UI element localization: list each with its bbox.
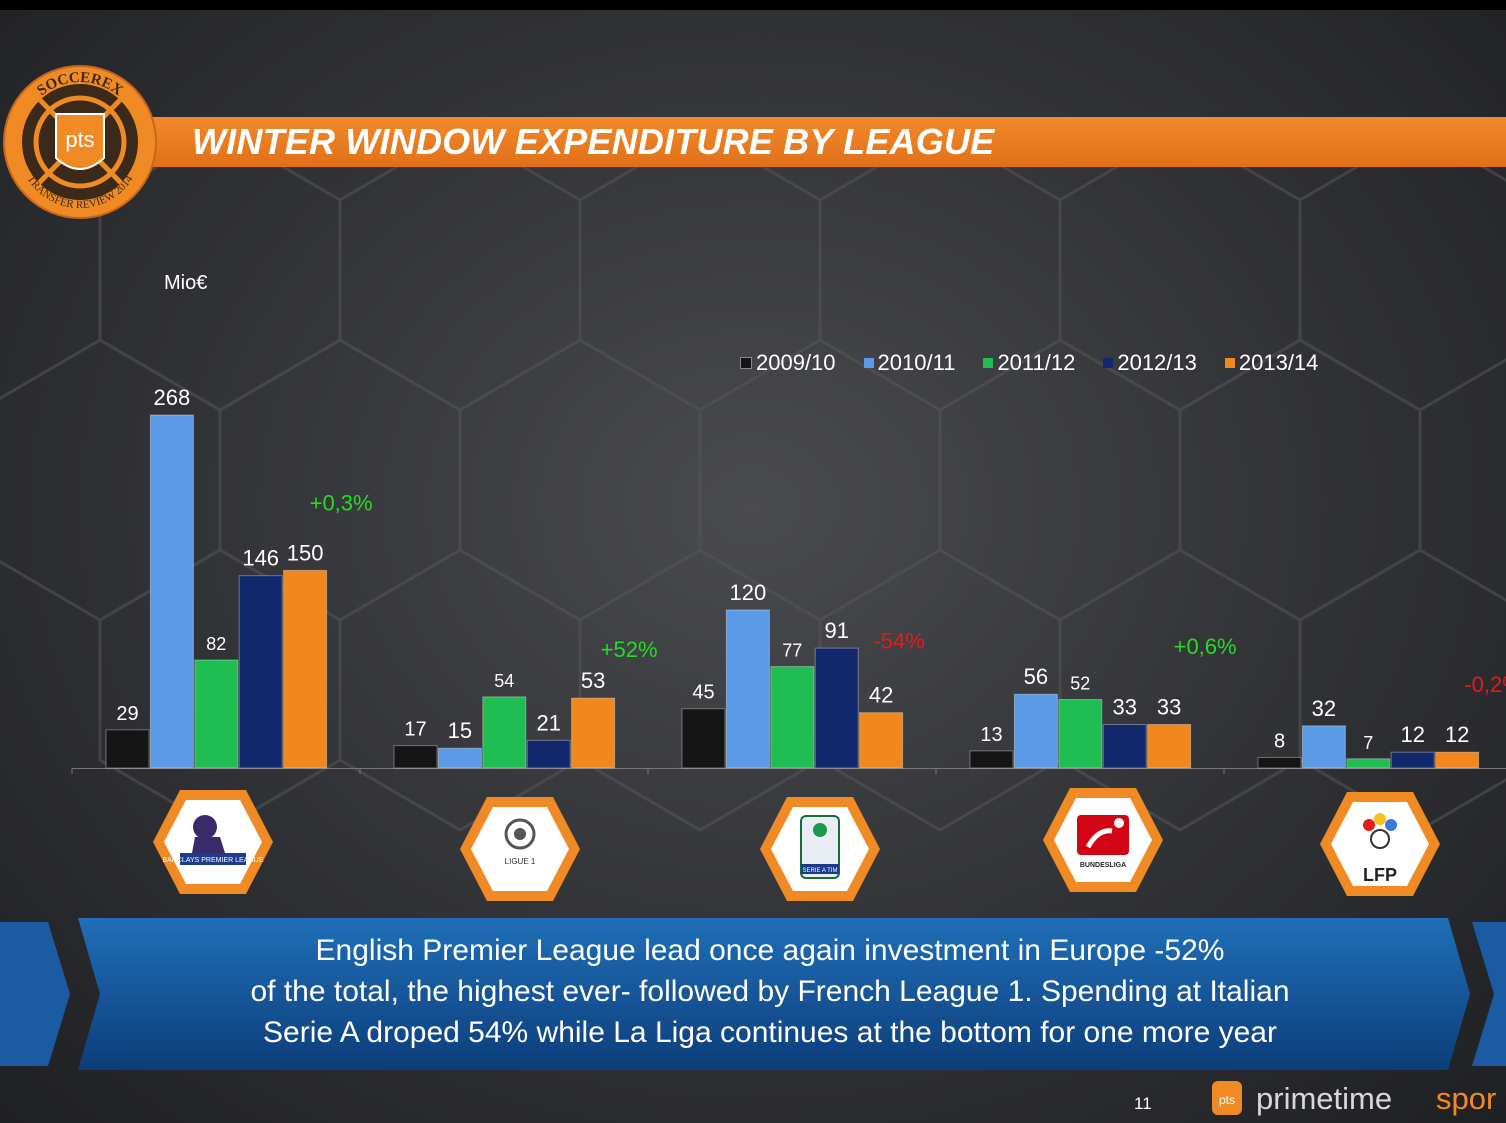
bar	[526, 739, 571, 769]
bar	[1013, 693, 1058, 769]
bar-value-label: 91	[824, 618, 848, 643]
bar	[1435, 751, 1480, 769]
soccerex-logo: pts SOCCEREX TRANSFER REVIEW 2014	[3, 65, 157, 219]
legend-swatch	[983, 358, 994, 368]
badge-text: BUNDESLIGA	[1080, 862, 1126, 869]
legend-swatch	[740, 357, 752, 369]
unit-label: Mio€	[164, 272, 208, 294]
summary-line: of the total, the highest ever- followed…	[250, 975, 1290, 1008]
bar-value-label: 146	[242, 546, 279, 571]
bar	[1058, 699, 1103, 769]
bar	[283, 569, 328, 769]
bar-value-label: 29	[116, 703, 138, 725]
bar	[105, 729, 150, 769]
brand-name-accent: spor	[1436, 1081, 1496, 1116]
brand-name: primetime	[1256, 1081, 1392, 1116]
bar	[969, 750, 1014, 769]
bundesliga-logo-icon: BUNDESLIGA	[1043, 788, 1163, 892]
change-annotation: -0,2%	[1464, 672, 1506, 697]
summary-line: Serie A droped 54% while La Liga continu…	[263, 1016, 1277, 1049]
bar-value-label: 13	[980, 724, 1002, 746]
legend-label: 2010/11	[877, 350, 956, 375]
logo-center-text: pts	[65, 127, 94, 152]
bar-value-label: 33	[1112, 695, 1136, 720]
legend-item: 2010/11	[863, 350, 956, 376]
bar	[681, 708, 726, 769]
legend-label: 2011/12	[997, 350, 1076, 375]
bar	[1390, 751, 1435, 769]
bar-value-label: 42	[869, 683, 893, 708]
lfp-logo-icon: LFP	[1320, 792, 1440, 896]
legend-item: 2011/12	[983, 350, 1075, 376]
bar-value-label: 52	[1070, 674, 1090, 694]
bar	[770, 666, 815, 769]
bar	[571, 697, 616, 769]
change-annotation: -54%	[873, 629, 924, 654]
bar-value-label: 8	[1274, 730, 1285, 752]
bar	[1346, 758, 1391, 769]
bar-value-label: 45	[692, 682, 714, 704]
legend-swatch	[863, 358, 874, 368]
bar	[859, 712, 904, 769]
bar-value-label: 32	[1312, 696, 1336, 721]
bar	[238, 575, 283, 769]
legend-item: 2009/10	[740, 350, 836, 376]
change-annotation: +0,6%	[1174, 634, 1237, 659]
bar-value-label: 17	[404, 719, 426, 741]
bar-value-label: 12	[1400, 722, 1424, 747]
summary-text: English Premier League lead once again i…	[150, 930, 1390, 1053]
title-banner	[150, 117, 1506, 167]
legend-swatch	[1224, 358, 1235, 368]
serie-a-logo-icon: SERIE A TIM	[760, 797, 880, 901]
bar	[482, 696, 527, 769]
bar-value-label: 56	[1024, 664, 1048, 689]
legend-item: 2013/14	[1224, 350, 1319, 376]
badge-text: BARCLAYS PREMIER LEAGUE	[162, 857, 263, 864]
brand-logo-text: pts	[1219, 1093, 1235, 1107]
badge-text: SERIE A TIM	[803, 868, 838, 874]
bar-value-label: 21	[536, 710, 560, 735]
primetime-brand: pts primetime spor	[1212, 1081, 1496, 1116]
bar-value-label: 150	[287, 540, 324, 565]
page-number: 11	[1134, 1094, 1152, 1113]
bar	[194, 659, 239, 769]
bar-value-label: 15	[448, 718, 472, 743]
legend-label: 2013/14	[1238, 350, 1319, 375]
chart-legend: 2009/10 2010/11 2011/12 2012/13 2013/14	[740, 350, 1318, 376]
change-annotation: +52%	[601, 637, 658, 662]
bar	[149, 414, 194, 769]
top-bar	[0, 0, 1506, 10]
bar	[1102, 724, 1147, 769]
bar	[814, 647, 859, 769]
bar-value-label: 120	[730, 580, 767, 605]
bar-value-label: 82	[206, 634, 226, 654]
badge-text: LFP	[1363, 865, 1397, 885]
page-title: WINTER WINDOW EXPENDITURE BY LEAGUE	[192, 121, 995, 162]
bar	[1257, 756, 1302, 769]
bar	[437, 747, 482, 769]
change-annotation: +0,3%	[310, 490, 373, 515]
summary-banner	[0, 918, 1506, 1070]
bar-value-label: 77	[782, 641, 802, 661]
bar	[393, 745, 438, 769]
legend-label: 2009/10	[756, 350, 836, 375]
bar-value-label: 53	[581, 668, 605, 693]
bar-value-label: 268	[154, 385, 191, 410]
bar	[725, 609, 770, 769]
legend-label: 2012/13	[1117, 350, 1197, 375]
ligue1-logo-icon: LIGUE 1	[460, 797, 580, 901]
bar-value-label: 33	[1157, 695, 1181, 720]
premier-league-logo-icon: BARCLAYS PREMIER LEAGUE	[153, 790, 273, 894]
bar	[1301, 725, 1346, 769]
bar-value-label: 54	[494, 671, 514, 691]
legend-item: 2012/13	[1103, 350, 1197, 376]
bar	[1147, 724, 1192, 769]
summary-line: English Premier League lead once again i…	[315, 934, 1225, 967]
badge-text: LIGUE 1	[505, 857, 536, 866]
bar-value-label: 7	[1363, 733, 1373, 753]
bar-value-label: 12	[1445, 722, 1469, 747]
legend-swatch	[1103, 358, 1114, 368]
